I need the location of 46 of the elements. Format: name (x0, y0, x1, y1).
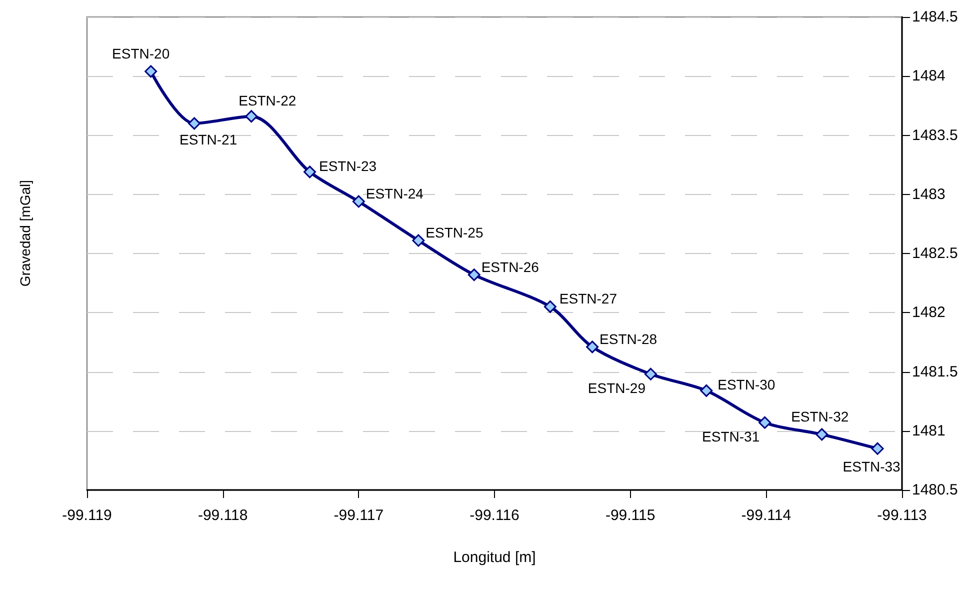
annotation: ESTN-23 (318, 158, 377, 174)
x-axis-title: Longitud [m] (453, 549, 536, 566)
y-tick-label: 1481 (912, 422, 946, 440)
point (412, 234, 425, 247)
y-tick-label: 1484.5 (912, 8, 958, 26)
point (586, 340, 599, 354)
annotation: ESTN-24 (366, 185, 424, 202)
annotation: ESTN-21 (180, 131, 238, 148)
annotation: ESTN-29 (588, 380, 646, 396)
point (352, 195, 365, 208)
annotation: ESTN-31 (702, 428, 760, 445)
annotation: ESTN-27 (559, 290, 618, 307)
x-tick-label: -99.113 (877, 507, 927, 524)
x-tick-label: -99.118 (198, 507, 248, 524)
annotation: ESTN-22 (238, 92, 296, 108)
y-tick-label: 1480.5 (912, 482, 958, 498)
y-tick-label: 1483.5 (912, 126, 958, 144)
y-tick-label: 1482 (912, 304, 946, 322)
point (304, 166, 316, 178)
point (816, 428, 828, 441)
annotation: ESTN-28 (600, 330, 658, 347)
y-tick-label: 1484 (912, 68, 946, 85)
point (144, 65, 158, 78)
point (468, 268, 480, 282)
y-tick-label: 1482.5 (912, 245, 958, 262)
point (544, 300, 556, 313)
point (245, 110, 258, 123)
x-tick-label: -99.119 (62, 507, 112, 524)
annotation: ESTN-26 (481, 258, 540, 275)
x-tick-label: -99.114 (741, 507, 792, 524)
annotation: ESTN-33 (842, 458, 901, 475)
annotation: ESTN-32 (791, 408, 849, 424)
annotation: ESTN-30 (718, 376, 776, 393)
point (700, 384, 713, 397)
x-tick-label: -99.115 (605, 507, 656, 524)
point (758, 416, 772, 429)
annotation: ESTN-25 (426, 224, 484, 240)
y-tick-label: 1483 (912, 186, 946, 203)
x-tick-label: -99.117 (334, 507, 384, 524)
y-tick-label: 1481.5 (912, 363, 958, 380)
point (871, 442, 884, 455)
point (644, 368, 657, 380)
x-tick-label: -99.116 (470, 507, 520, 524)
point (188, 117, 201, 130)
y-axis-title: Gravedad [mGal] (17, 180, 33, 287)
annotation: ESTN-20 (112, 45, 170, 62)
